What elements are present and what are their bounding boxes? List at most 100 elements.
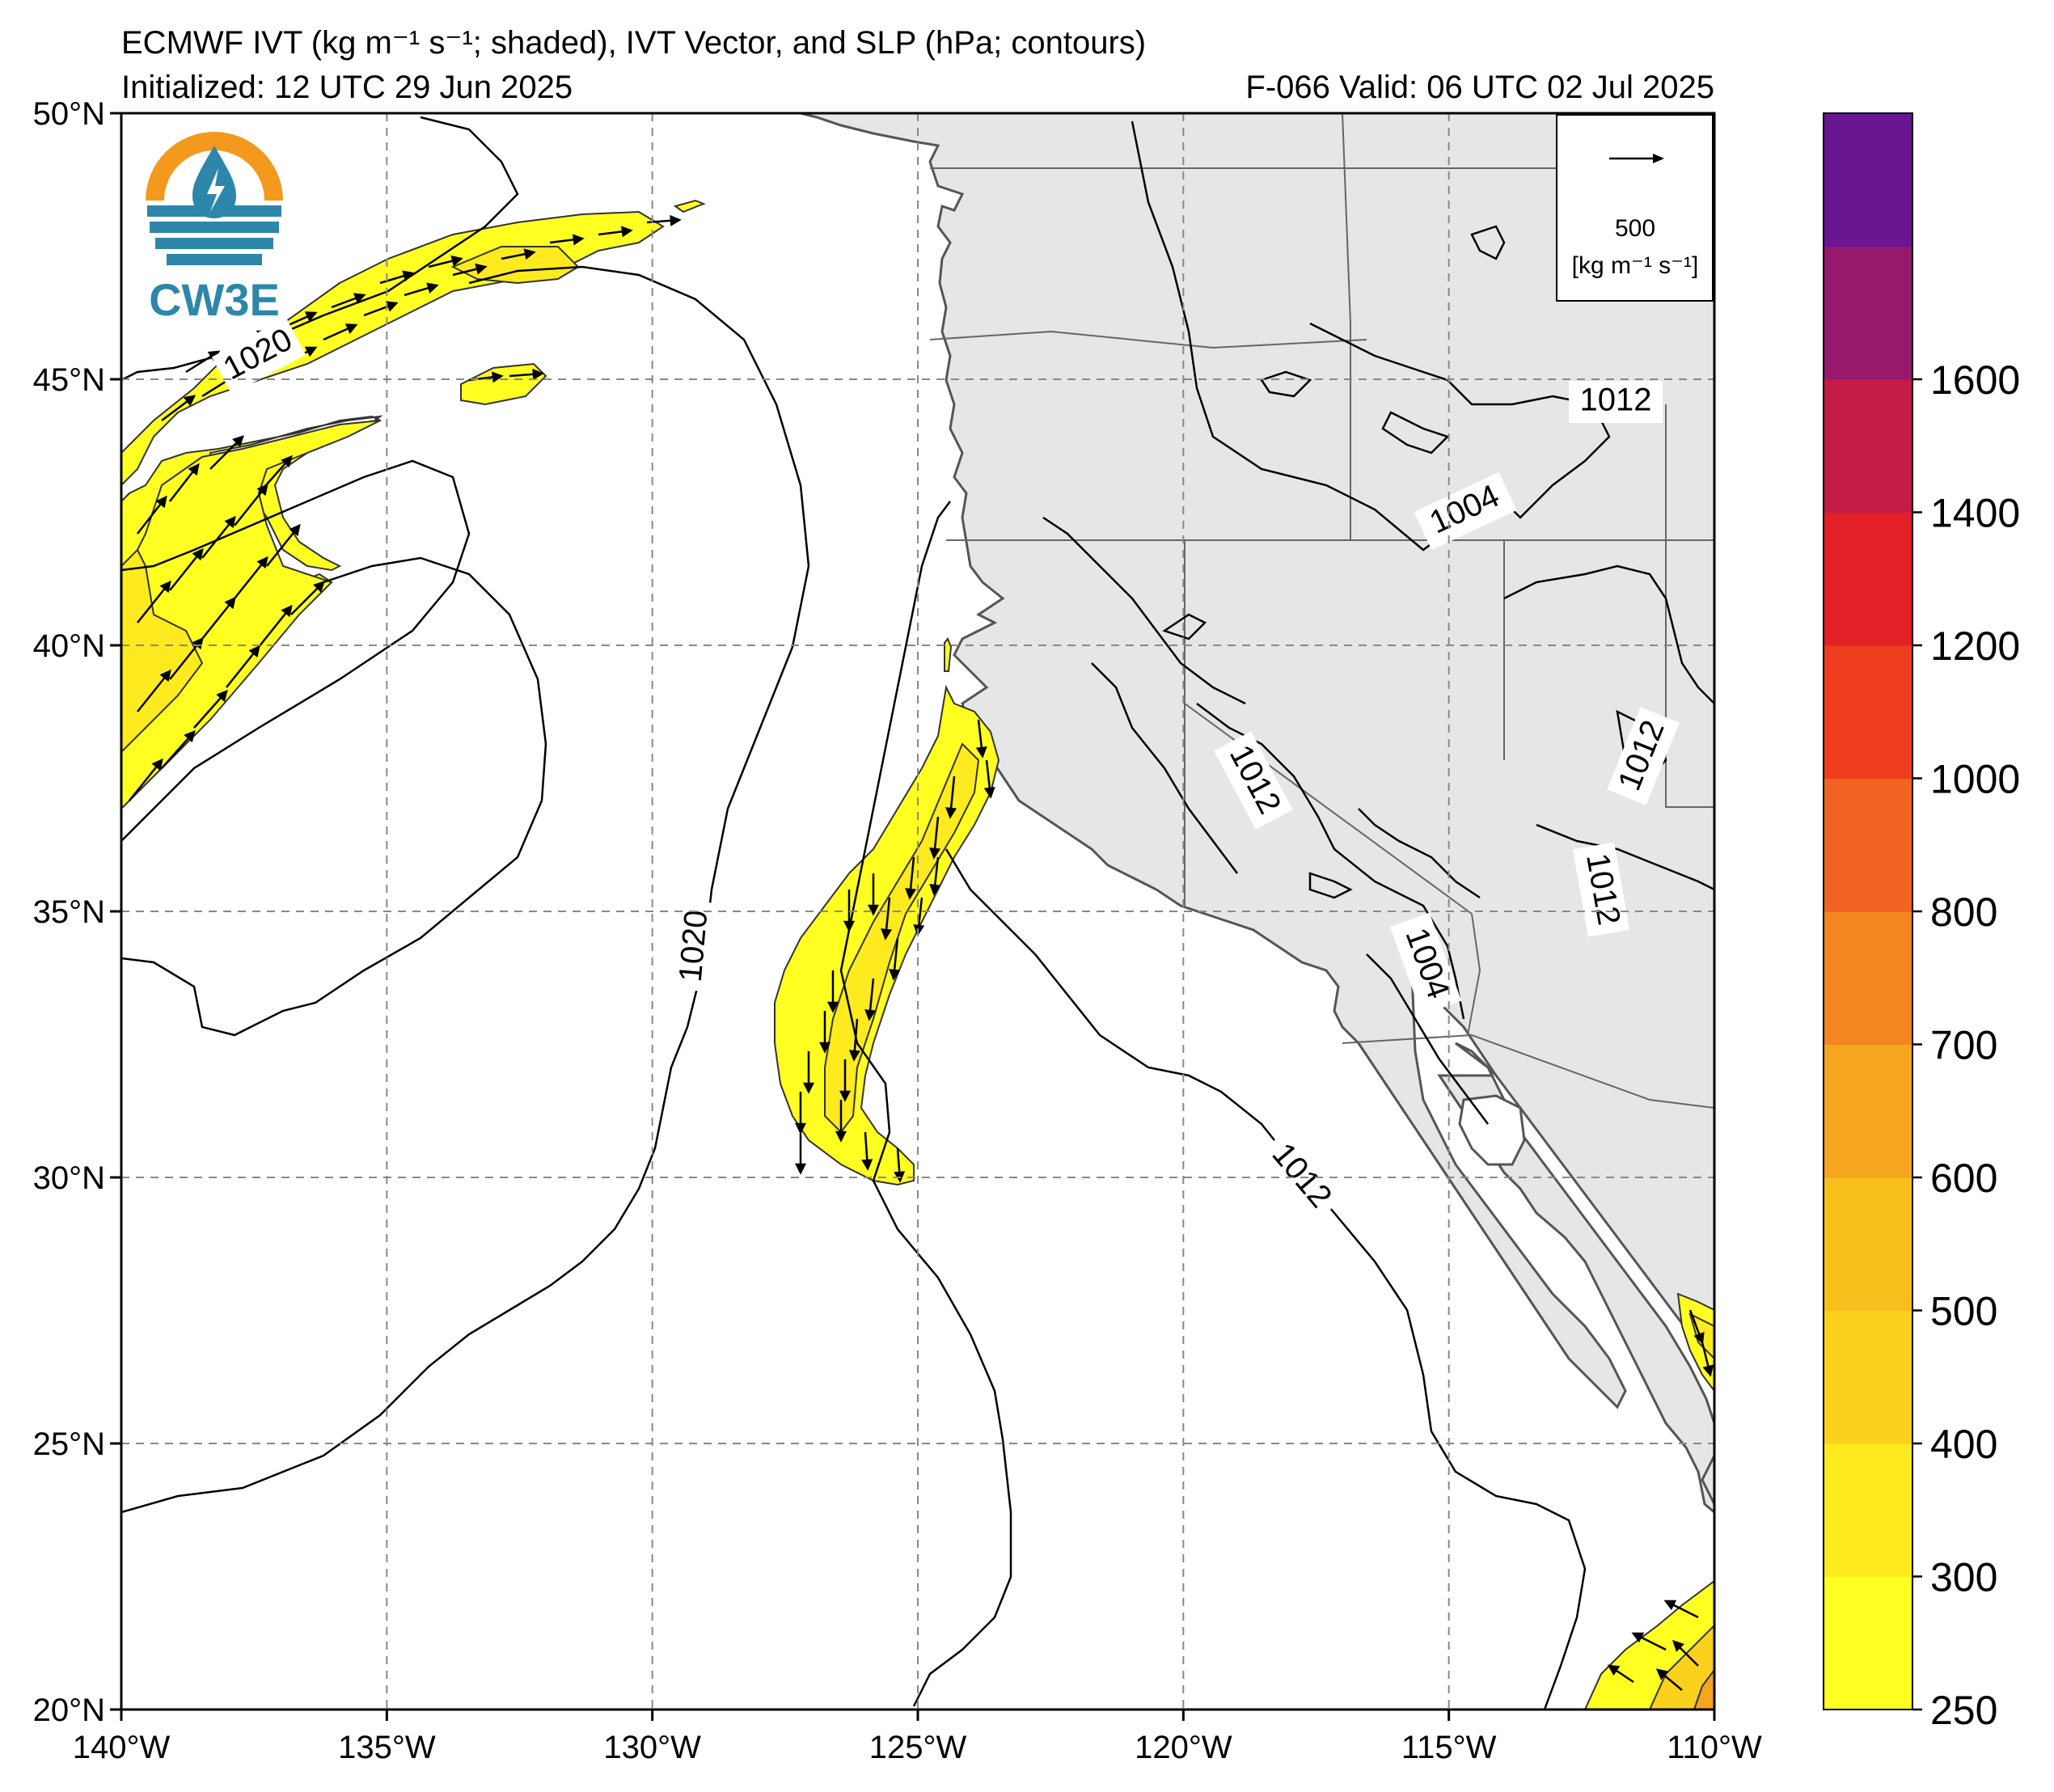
ivt-vector-arrowhead bbox=[386, 301, 399, 312]
ivt-vector-arrowhead bbox=[216, 689, 228, 703]
colorbar-segment bbox=[1824, 778, 1912, 912]
ivt-shading bbox=[121, 199, 1714, 1710]
lat-label: 30°N bbox=[33, 1160, 105, 1196]
logo-text: CW3E bbox=[149, 274, 280, 325]
lon-label: 110°W bbox=[1667, 1730, 1762, 1765]
ivt-vector-arrowhead bbox=[491, 371, 504, 383]
ivt-vector-arrowhead bbox=[975, 746, 987, 759]
ivt-vector-arrowhead bbox=[159, 580, 171, 594]
logo-wave-4 bbox=[167, 254, 262, 265]
ivt-vector-arrowhead bbox=[1631, 1632, 1645, 1643]
colorbar-segment bbox=[1824, 379, 1912, 513]
ivt-vector-arrowhead bbox=[867, 904, 880, 916]
ivt-vector-arrowhead bbox=[159, 669, 171, 683]
ivt-vector-arrowhead bbox=[983, 787, 995, 799]
ivt-vector-arrowhead bbox=[281, 604, 293, 618]
ivt-vector-arrowhead bbox=[192, 547, 204, 561]
colorbar-tick-label: 700 bbox=[1930, 1023, 1997, 1068]
ivt-vector-arrowhead bbox=[475, 263, 488, 275]
ivt-vector-arrowhead bbox=[620, 226, 633, 238]
ivt-vector-arrowhead bbox=[155, 495, 167, 509]
ivt-vector-arrowhead bbox=[426, 282, 439, 294]
ivt-vector-arrowhead bbox=[572, 234, 585, 246]
colorbar-tick-label: 1600 bbox=[1930, 357, 2020, 403]
ivt-vector-arrowhead bbox=[881, 928, 893, 940]
lat-label: 50°N bbox=[33, 96, 105, 132]
ivt-vector-arrowhead bbox=[929, 847, 941, 860]
colorbar-segment bbox=[1824, 113, 1912, 247]
colorbar-tick-label: 250 bbox=[1930, 1688, 1997, 1733]
ivt-vector-arrowhead bbox=[151, 758, 163, 771]
colorbar-segment bbox=[1824, 512, 1912, 646]
ivt-vector-arrowhead bbox=[864, 1009, 877, 1021]
ivt-plume-northwest-upper bbox=[121, 210, 665, 487]
ivt-vector-arrowhead bbox=[313, 581, 325, 593]
colorbar-segment bbox=[1824, 246, 1912, 380]
ivt-vector-arrowhead bbox=[835, 1131, 847, 1143]
ivt-vector-arrowhead bbox=[929, 884, 941, 896]
ivt-vector-arrowhead bbox=[450, 255, 463, 267]
colorbar-segment bbox=[1824, 1177, 1912, 1311]
vector-key-value: 500 bbox=[1615, 215, 1655, 242]
ivt-plume-northwest-core bbox=[121, 548, 204, 754]
ivt-vector-arrowhead bbox=[913, 924, 925, 936]
ivt-vector-arrowhead bbox=[184, 729, 196, 743]
ivt-vector-arrowhead bbox=[794, 1122, 807, 1135]
ivt-vector-arrowhead bbox=[188, 463, 200, 476]
valid-time: F-066 Valid: 06 UTC 02 Jul 2025 bbox=[1245, 70, 1714, 105]
contour-label-1020-b: 1020 bbox=[673, 909, 715, 983]
ivt-vector-arrowhead bbox=[532, 368, 544, 380]
lat-label: 20°N bbox=[33, 1693, 105, 1728]
ivt-colorbar: 250 300 400 500 600 700 800 1000 1200 1400 1600 bbox=[1823, 112, 2020, 1733]
lon-label: 140°W bbox=[73, 1730, 171, 1765]
ivt-vector-arrowhead bbox=[281, 454, 293, 468]
lon-label: 135°W bbox=[338, 1730, 436, 1765]
ivt-vector-arrowhead bbox=[945, 807, 957, 819]
land-mexico-south bbox=[1701, 1455, 1714, 1505]
ivt-vector-arrowhead bbox=[1663, 1600, 1677, 1611]
vector-key-units: [kg m⁻¹ s⁻¹] bbox=[1572, 252, 1699, 279]
ivt-vector-arrowhead bbox=[523, 248, 536, 260]
logo-wave-2 bbox=[150, 222, 279, 233]
ivt-vector-arrowhead bbox=[183, 395, 197, 407]
ivt-vector-arrowhead bbox=[839, 1090, 852, 1102]
ivt-plume-south-core bbox=[1648, 1624, 1714, 1710]
ivt-vector-arrowhead bbox=[1672, 1640, 1684, 1652]
ivt-vector-arrowhead bbox=[794, 1163, 807, 1175]
colorbar-segment bbox=[1824, 1443, 1912, 1577]
vector-key: 500 [kg m⁻¹ s⁻¹] bbox=[1556, 114, 1714, 302]
ivt-vector-arrowhead bbox=[304, 311, 318, 323]
colorbar-segment bbox=[1824, 1310, 1912, 1444]
lat-label: 45°N bbox=[33, 362, 105, 398]
logo-wave-3 bbox=[155, 238, 273, 249]
colorbar-tick-label: 1000 bbox=[1930, 757, 2020, 802]
ivt-vector-arrowhead bbox=[861, 1159, 873, 1171]
colorbar-tick-label: 500 bbox=[1930, 1289, 1997, 1334]
colorbar-tick-label: 800 bbox=[1930, 890, 1997, 935]
ivt-vector-arrowhead bbox=[353, 293, 366, 304]
ivt-sliver bbox=[944, 637, 953, 672]
colorbar-segment bbox=[1824, 911, 1912, 1045]
vector-key-arrowhead bbox=[1653, 154, 1664, 163]
ivt-vector-arrowhead bbox=[256, 556, 268, 569]
contour-label-1012-c: 1012 bbox=[1580, 382, 1652, 418]
lat-label: 40°N bbox=[33, 628, 105, 664]
ivt-vector-arrowhead bbox=[1702, 1364, 1714, 1377]
lat-label: 25°N bbox=[33, 1426, 105, 1462]
ivt-vector-arrowhead bbox=[224, 515, 236, 529]
lon-label: 125°W bbox=[869, 1730, 967, 1765]
ivt-vector-arrowhead bbox=[1607, 1664, 1621, 1676]
colorbar-tick-label: 1200 bbox=[1930, 623, 2020, 669]
ivt-vector-arrowhead bbox=[232, 435, 244, 447]
figure-title: ECMWF IVT (kg m⁻¹ s⁻¹; shaded), IVT Vect… bbox=[121, 25, 1147, 61]
ivt-vector-arrowhead bbox=[289, 523, 301, 537]
colorbar-tick-label: 1400 bbox=[1930, 491, 2020, 536]
cw3e-logo: CW3E bbox=[146, 132, 283, 325]
ivt-vector-arrowhead bbox=[670, 214, 682, 226]
lon-label: 130°W bbox=[603, 1730, 701, 1765]
ivt-vector-arrowhead bbox=[826, 1001, 839, 1013]
colorbar-segment bbox=[1824, 1576, 1912, 1710]
